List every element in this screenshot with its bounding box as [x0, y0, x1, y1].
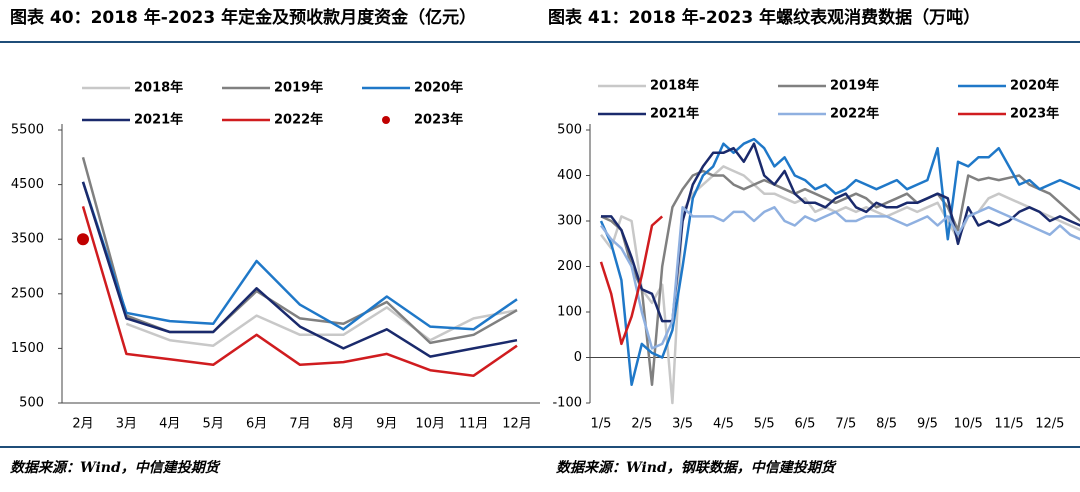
y-tick-label: 4500 — [11, 177, 44, 192]
series-line — [601, 142, 1080, 323]
series-line — [600, 169, 1080, 387]
series-line — [599, 215, 664, 346]
y-tick-label: 200 — [557, 259, 582, 274]
x-tick-label: 7月 — [289, 417, 310, 432]
y-tick-label: 100 — [557, 305, 582, 320]
x-tick-label: 10月 — [415, 417, 445, 432]
x-tick-label: 11月 — [459, 417, 489, 432]
x-tick-label: 9/5 — [917, 417, 938, 432]
legend-label: 2021年 — [134, 112, 183, 128]
legend-label: 2023年 — [414, 112, 463, 128]
legend-label: 2021年 — [650, 106, 699, 122]
y-tick-label: 400 — [557, 168, 582, 183]
y-tick-label: 500 — [557, 123, 582, 138]
x-tick-label: 2/5 — [631, 417, 652, 432]
legend-label: 2022年 — [830, 106, 879, 122]
legend-label: 2019年 — [830, 78, 879, 94]
y-tick-label: 500 — [19, 396, 44, 411]
x-tick-label: 10/5 — [954, 417, 983, 432]
x-tick-label: 8月 — [333, 417, 354, 432]
x-tick-label: 12/5 — [1035, 417, 1064, 432]
series-line — [599, 206, 1080, 350]
chart-title: 图表 40：2018 年-2023 年定金及预收款月度资金（亿元） — [10, 7, 476, 28]
y-tick-label: -100 — [552, 396, 582, 411]
x-tick-label: 3/5 — [672, 417, 693, 432]
series-line — [599, 137, 1080, 387]
legend-label: 2018年 — [134, 80, 183, 96]
x-tick-label: 2月 — [72, 417, 93, 432]
x-tick-label: 5月 — [203, 417, 224, 432]
x-tick-label: 4月 — [159, 417, 180, 432]
x-tick-label: 9月 — [376, 417, 397, 432]
legend-label: 2018年 — [650, 78, 699, 94]
x-tick-label: 11/5 — [994, 417, 1023, 432]
y-tick-label: 3500 — [11, 232, 44, 247]
y-tick-label: 300 — [557, 214, 582, 229]
chart-title: 图表 41：2018 年-2023 年螺纹表观消费数据（万吨） — [548, 7, 980, 28]
point — [77, 233, 89, 246]
series-line — [81, 181, 518, 331]
series-line — [81, 156, 518, 345]
x-tick-label: 1/5 — [591, 417, 612, 432]
series-line — [81, 206, 518, 377]
legend-label: 2022年 — [274, 112, 323, 128]
x-tick-label: 5/5 — [754, 417, 775, 432]
x-tick-label: 7/5 — [835, 417, 856, 432]
y-tick-label: 2500 — [11, 286, 44, 301]
x-tick-label: 8/5 — [876, 417, 897, 432]
x-tick-label: 12月 — [502, 417, 532, 432]
series-line — [125, 306, 518, 347]
source: 数据来源：Wind，中信建投期货 — [10, 459, 221, 476]
legend-marker — [382, 116, 390, 124]
legend-label: 2020年 — [1010, 78, 1059, 94]
series-line — [81, 181, 518, 358]
legend-label: 2023年 — [1010, 106, 1059, 122]
y-tick-label: 0 — [574, 350, 582, 365]
x-tick-label: 4/5 — [713, 417, 734, 432]
y-tick-label: 1500 — [11, 341, 44, 356]
x-tick-label: 3月 — [116, 417, 137, 432]
x-tick-label: 6/5 — [795, 417, 816, 432]
y-tick-label: 5500 — [11, 123, 44, 138]
source: 数据来源：Wind，钢联数据，中信建投期货 — [556, 459, 837, 476]
legend-label: 2019年 — [274, 80, 323, 96]
x-tick-label: 6月 — [246, 417, 267, 432]
legend-label: 2020年 — [414, 80, 463, 96]
